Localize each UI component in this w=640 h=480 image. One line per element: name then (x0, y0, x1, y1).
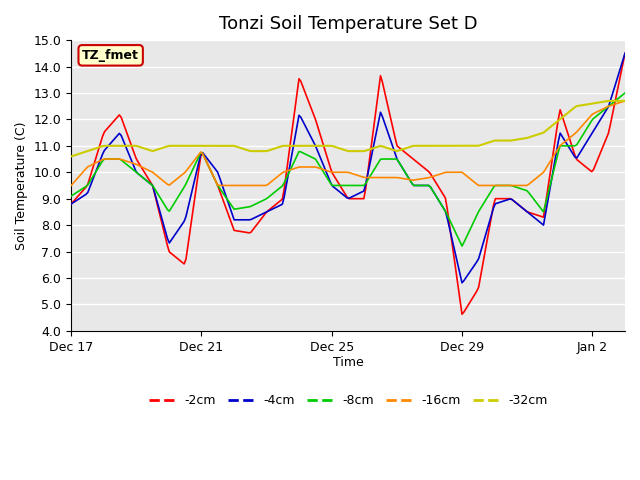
Y-axis label: Soil Temperature (C): Soil Temperature (C) (15, 121, 28, 250)
Text: TZ_fmet: TZ_fmet (82, 49, 139, 62)
Title: Tonzi Soil Temperature Set D: Tonzi Soil Temperature Set D (219, 15, 477, 33)
Legend: -2cm, -4cm, -8cm, -16cm, -32cm: -2cm, -4cm, -8cm, -16cm, -32cm (144, 389, 552, 412)
X-axis label: Time: Time (333, 356, 364, 369)
